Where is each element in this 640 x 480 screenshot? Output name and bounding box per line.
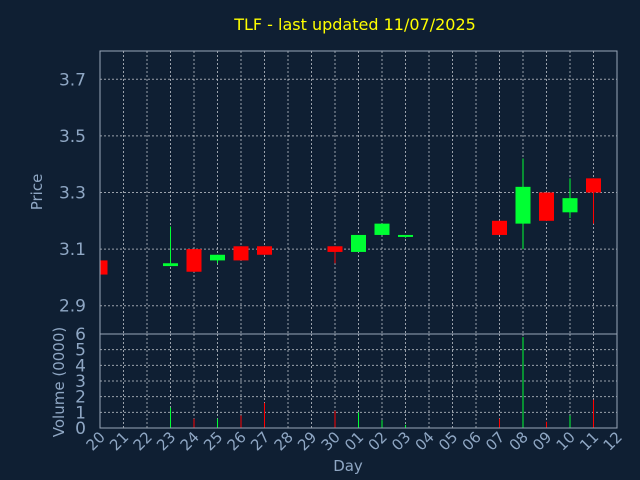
price-y-tick-label: 2.9: [59, 297, 86, 317]
x-tick-label: 24: [177, 428, 203, 454]
volume-y-tick-label: 0: [75, 419, 86, 439]
candle-body: [210, 254, 225, 261]
x-tick-label: 11: [576, 428, 602, 454]
x-tick-label: 12: [600, 428, 626, 454]
x-ticks: 2021222324252627282930010203040506070809…: [83, 428, 626, 454]
price-y-ticks: 2.9 3.1 3.3 3.5 3.7: [59, 70, 86, 316]
x-axis-label: Day: [333, 457, 363, 475]
x-tick-label: 21: [106, 428, 132, 454]
volume-y-tick-label: 4: [75, 356, 86, 376]
price-y-tick-label: 3.5: [59, 127, 86, 147]
x-tick-label: 09: [529, 428, 555, 454]
candle-body: [327, 246, 343, 252]
candle-body: [492, 220, 507, 235]
candle-body: [398, 234, 413, 237]
x-tick-label: 25: [200, 428, 226, 454]
price-y-tick-label: 3.7: [59, 70, 86, 90]
price-y-tick-label: 3.3: [59, 184, 86, 204]
x-tick-label: 22: [130, 428, 156, 454]
volume-y-tick-label: 6: [75, 325, 86, 345]
volume-y-tick-label: 5: [75, 341, 86, 361]
candle-body: [562, 198, 578, 213]
x-tick-label: 28: [271, 428, 297, 454]
volume-y-tick-label: 2: [75, 388, 86, 408]
candle-body: [586, 178, 601, 193]
x-tick-label: 01: [341, 428, 367, 454]
candle-body: [186, 249, 202, 272]
volume-bars: [170, 337, 594, 428]
candle-body: [515, 186, 531, 224]
x-tick-label: 23: [153, 428, 179, 454]
x-tick-label: 03: [388, 428, 414, 454]
x-tick-label: 07: [482, 428, 508, 454]
x-tick-label: 26: [224, 428, 250, 454]
x-tick-label: 06: [459, 428, 485, 454]
price-axis-label: Price: [28, 174, 46, 211]
price-panel: 2.9 3.1 3.3 3.5 3.7 Price: [28, 50, 618, 335]
candle-body: [351, 234, 366, 252]
x-tick-label: 05: [435, 428, 461, 454]
candle-body: [163, 263, 178, 267]
candle-body: [100, 260, 108, 275]
volume-y-tick-label: 3: [75, 372, 86, 392]
x-tick-label: 02: [365, 428, 391, 454]
price-y-tick-label: 3.1: [59, 240, 86, 260]
candle-body: [257, 246, 272, 255]
x-tick-label: 30: [318, 428, 344, 454]
volume-frame: [99, 333, 618, 429]
x-tick-label: 10: [553, 428, 579, 454]
x-tick-label: 08: [506, 428, 532, 454]
volume-axis-label: Volume (0000): [50, 327, 68, 437]
x-tick-label: 04: [412, 428, 438, 454]
chart-title: TLF - last updated 11/07/2025: [233, 15, 476, 34]
candle-body: [374, 223, 390, 235]
x-tick-label: 20: [83, 428, 109, 454]
x-tick-label: 29: [294, 428, 320, 454]
volume-y-tick-label: 1: [75, 403, 86, 423]
candle-body: [233, 246, 249, 261]
candle-body: [539, 192, 554, 221]
candles: [99, 158, 601, 275]
x-tick-label: 27: [247, 428, 273, 454]
